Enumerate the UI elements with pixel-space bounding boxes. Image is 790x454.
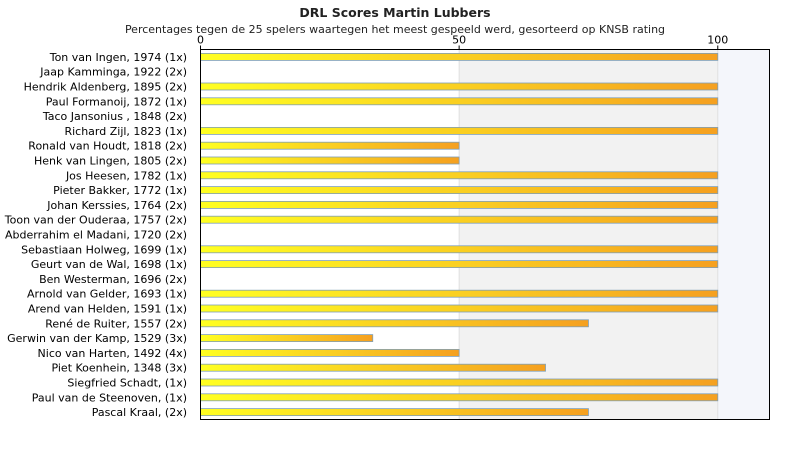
category-label: Pieter Bakker, 1772 (1x) bbox=[53, 184, 187, 197]
bar bbox=[200, 334, 374, 343]
bar bbox=[200, 378, 719, 387]
category-label: Hendrik Aldenberg, 1895 (2x) bbox=[24, 81, 187, 94]
bar bbox=[200, 408, 589, 417]
bar bbox=[200, 53, 719, 61]
bar bbox=[200, 215, 719, 224]
category-label: Pascal Kraal, (2x) bbox=[92, 406, 187, 419]
category-label: Geurt van de Wal, 1698 (1x) bbox=[31, 258, 187, 271]
category-label: Arend van Helden, 1591 (1x) bbox=[28, 303, 187, 316]
bar bbox=[200, 171, 719, 180]
bar bbox=[200, 245, 719, 254]
category-label: Gerwin van der Kamp, 1529 (3x) bbox=[7, 332, 187, 345]
category-label: Toon van der Ouderaa, 1757 (2x) bbox=[4, 214, 187, 227]
bar bbox=[200, 82, 719, 91]
category-label: Siegfried Schadt, (1x) bbox=[67, 377, 187, 390]
plot-frame bbox=[200, 49, 770, 420]
bar bbox=[200, 289, 719, 298]
category-label: Johan Kerssies, 1764 (2x) bbox=[46, 199, 187, 212]
category-label: Abderrahim el Madani, 1720 (2x) bbox=[5, 229, 187, 242]
shade-band-100-max bbox=[717, 49, 770, 420]
category-label: Henk van Lingen, 1805 (2x) bbox=[34, 155, 187, 168]
bar bbox=[200, 348, 460, 357]
shade-band-50-100 bbox=[459, 49, 718, 420]
category-label: Piet Koenhein, 1348 (3x) bbox=[51, 362, 187, 375]
category-label: Nico van Harten, 1492 (4x) bbox=[38, 347, 187, 360]
chart-title: DRL Scores Martin Lubbers bbox=[299, 5, 490, 20]
chart-subtitle: Percentages tegen de 25 spelers waartege… bbox=[125, 23, 665, 36]
category-label: Paul Formanoij, 1872 (1x) bbox=[46, 95, 187, 108]
x-tick-label-0: 0 bbox=[197, 34, 204, 47]
x-tick-label-50: 50 bbox=[452, 34, 466, 47]
category-label: René de Ruiter, 1557 (2x) bbox=[45, 317, 187, 330]
x-tick-label-100: 100 bbox=[707, 34, 728, 47]
category-label: Ben Westerman, 1696 (2x) bbox=[39, 273, 187, 286]
bar bbox=[200, 97, 719, 106]
bar bbox=[200, 393, 719, 402]
bar bbox=[200, 319, 589, 328]
bar bbox=[200, 186, 719, 195]
category-label: Ronald van Houdt, 1818 (2x) bbox=[28, 140, 187, 153]
category-label: Arnold van Gelder, 1693 (1x) bbox=[27, 288, 187, 301]
category-label: Ton van Ingen, 1974 (1x) bbox=[49, 51, 187, 64]
category-label: Jos Heesen, 1782 (1x) bbox=[65, 169, 187, 182]
category-label: Jaap Kamminga, 1922 (2x) bbox=[39, 66, 187, 79]
bar bbox=[200, 200, 719, 209]
bar bbox=[200, 141, 460, 150]
bar bbox=[200, 127, 719, 135]
category-label: Paul van de Steenoven, (1x) bbox=[32, 391, 187, 404]
bar bbox=[200, 260, 719, 269]
bar bbox=[200, 156, 460, 165]
bar bbox=[200, 363, 546, 372]
bar bbox=[200, 304, 719, 313]
category-label: Richard Zijl, 1823 (1x) bbox=[64, 125, 187, 138]
category-label: Sebastiaan Holweg, 1699 (1x) bbox=[21, 243, 187, 256]
category-label: Taco Jansonius , 1848 (2x) bbox=[42, 110, 187, 123]
